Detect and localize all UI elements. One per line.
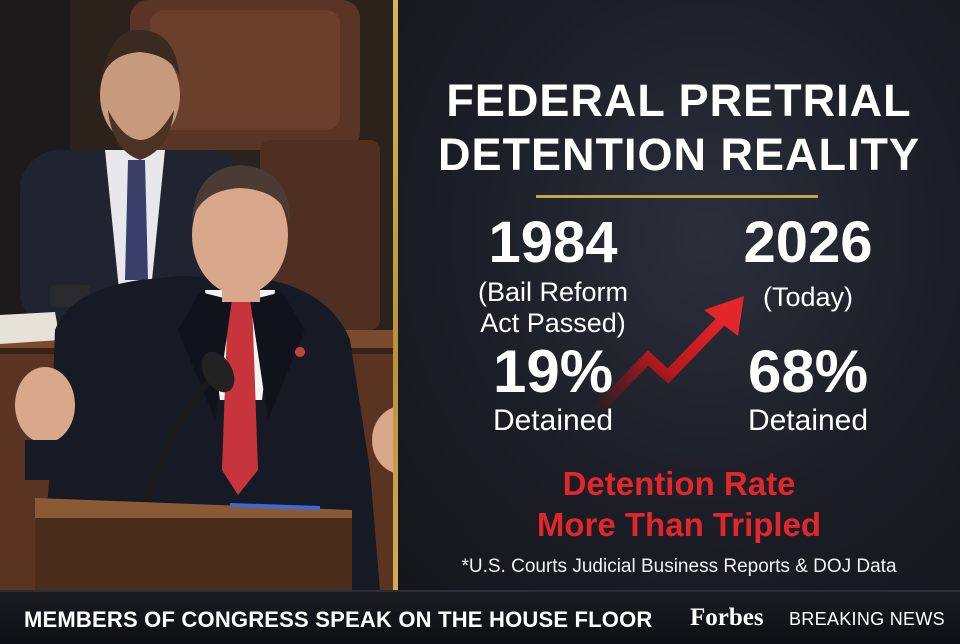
right-percent: 68% xyxy=(747,338,869,405)
person-speaking-icon xyxy=(0,0,394,590)
left-year: 1984 xyxy=(488,210,618,275)
left-label-line2: Act Passed) xyxy=(480,308,626,339)
panel-title-line2: DETENTION REALITY xyxy=(437,129,920,180)
left-label: (Bail Reform Act Passed) xyxy=(438,277,668,339)
left-percent: 19% xyxy=(492,338,614,405)
news-banner: MEMBERS OF CONGRESS SPEAK ON THE HOUSE F… xyxy=(0,590,960,644)
left-label-line1: (Bail Reform xyxy=(477,277,629,307)
breaking-news-tag: BREAKING NEWS xyxy=(789,609,945,629)
info-panel: FEDERAL PRETRIAL DETENTION REALITY 1984 … xyxy=(398,0,960,590)
left-status: Detained xyxy=(492,404,614,437)
gold-divider-bar xyxy=(393,0,398,590)
right-status: Detained xyxy=(747,404,869,437)
headline-line2: More Than Tripled xyxy=(536,506,822,543)
panel-title-line1: FEDERAL PRETRIAL xyxy=(446,75,912,126)
brand-logo: Forbes xyxy=(690,604,764,631)
trend-up-arrow-icon xyxy=(594,296,744,414)
right-label: (Today) xyxy=(762,282,854,312)
banner-caption: MEMBERS OF CONGRESS SPEAK ON THE HOUSE F… xyxy=(24,607,653,632)
title-underline xyxy=(536,195,818,198)
source-note: *U.S. Courts Judicial Business Reports &… xyxy=(461,556,897,577)
speaker-photo xyxy=(0,0,394,590)
right-year: 2026 xyxy=(743,210,873,275)
headline-line1: Detention Rate xyxy=(562,465,796,502)
